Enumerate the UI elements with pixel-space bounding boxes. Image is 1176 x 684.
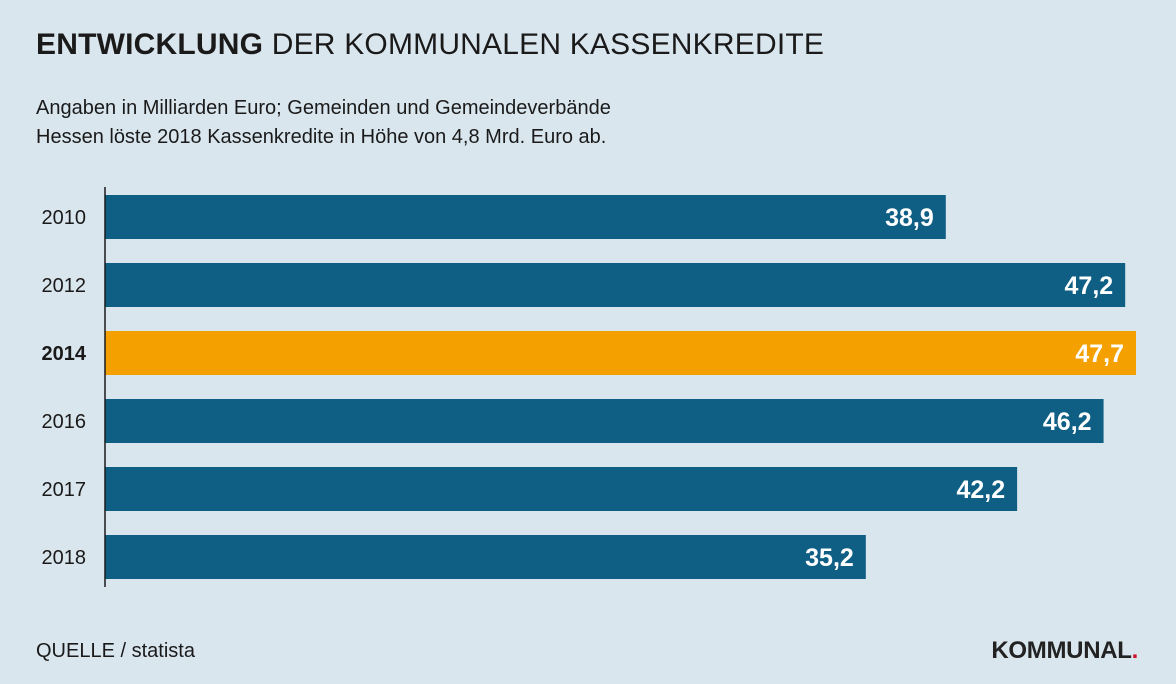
category-label-2012: 2012 bbox=[42, 275, 87, 297]
bar-2010 bbox=[105, 195, 946, 239]
title-bold-part: ENTWICKLUNG bbox=[36, 28, 264, 61]
category-label-2018: 2018 bbox=[42, 547, 87, 569]
value-label-2017: 42,2 bbox=[956, 476, 1005, 504]
bar-2016 bbox=[105, 399, 1104, 443]
value-label-2012: 47,2 bbox=[1065, 272, 1114, 300]
source-note: QUELLE / statista bbox=[36, 640, 195, 662]
logo-dot: . bbox=[1131, 637, 1139, 664]
subtitle-line-1: Angaben in Milliarden Euro; Gemeinden un… bbox=[36, 97, 611, 119]
value-label-2018: 35,2 bbox=[805, 544, 854, 572]
value-label-2014: 47,7 bbox=[1075, 340, 1124, 368]
category-label-2014: 2014 bbox=[42, 343, 87, 365]
category-label-2017: 2017 bbox=[42, 479, 87, 501]
bar-2014 bbox=[105, 331, 1136, 375]
logo-text: KOMMUNAL bbox=[991, 637, 1132, 664]
category-label-2010: 2010 bbox=[42, 207, 87, 229]
value-label-2010: 38,9 bbox=[885, 204, 934, 232]
subtitle-line-2: Hessen löste 2018 Kassenkredite in Höhe … bbox=[36, 126, 607, 148]
bar-2017 bbox=[105, 467, 1018, 511]
bar-2018 bbox=[105, 535, 866, 579]
title-rest-part: DER KOMMUNALEN KASSENKREDITE bbox=[271, 28, 825, 61]
category-label-2016: 2016 bbox=[42, 411, 87, 433]
chart-subtitle: Angaben in Milliarden Euro; Gemeinden un… bbox=[36, 94, 611, 152]
chart-title: ENTWICKLUNG DER KOMMUNALEN KASSENKREDITE bbox=[36, 28, 824, 62]
value-label-2016: 46,2 bbox=[1043, 408, 1092, 436]
kommunal-logo: KOMMUNAL. bbox=[991, 637, 1138, 665]
bar-2012 bbox=[105, 263, 1126, 307]
